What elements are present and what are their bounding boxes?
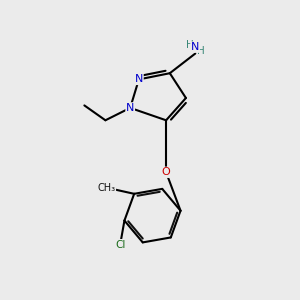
Text: CH₃: CH₃ bbox=[98, 183, 116, 193]
Text: O: O bbox=[162, 167, 170, 177]
Text: Cl: Cl bbox=[116, 240, 126, 250]
Text: N: N bbox=[135, 74, 143, 84]
Text: N: N bbox=[126, 103, 134, 113]
Text: N: N bbox=[191, 42, 199, 52]
Text: H: H bbox=[186, 40, 194, 50]
Text: H: H bbox=[197, 46, 205, 56]
